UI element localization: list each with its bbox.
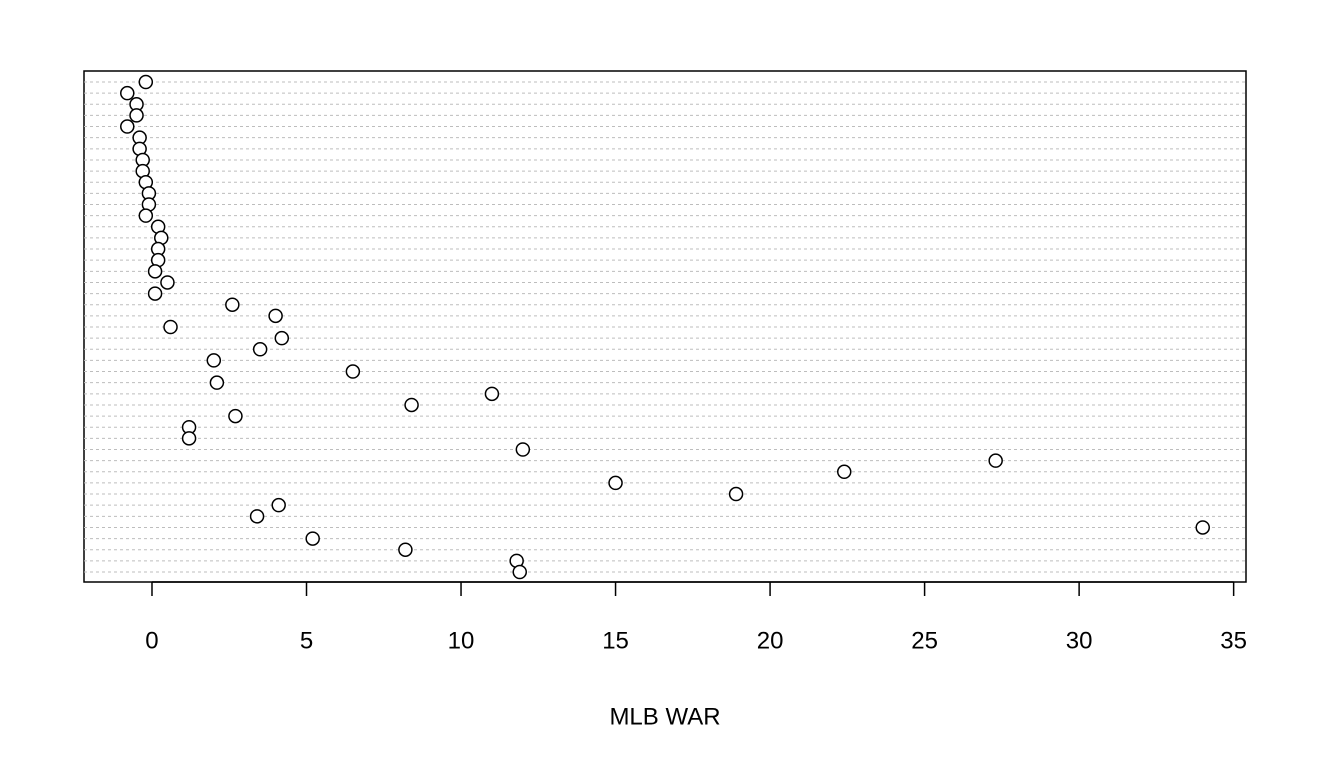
x-tick-label: 25 [911, 627, 938, 654]
point [345, 364, 361, 379]
point [225, 297, 240, 312]
x-tick-label: 0 [145, 627, 158, 654]
x-tick-label: 35 [1220, 627, 1247, 654]
point [515, 442, 531, 457]
point [398, 542, 413, 557]
point [271, 497, 286, 513]
point [138, 208, 154, 223]
point [608, 475, 623, 491]
point [512, 564, 527, 580]
point [206, 353, 222, 368]
point [305, 531, 320, 546]
point [484, 386, 500, 402]
point [274, 330, 290, 346]
point [160, 275, 175, 290]
point [129, 108, 144, 123]
point [988, 453, 1003, 468]
point [228, 408, 243, 424]
point [404, 397, 419, 413]
point [138, 74, 154, 90]
point [252, 342, 268, 357]
point [209, 375, 225, 390]
point [120, 85, 135, 101]
point [268, 308, 283, 324]
point [249, 509, 265, 524]
x-tick-label: 15 [602, 627, 629, 654]
point [147, 264, 163, 279]
point [728, 486, 744, 502]
x-tick-label: 10 [448, 627, 475, 654]
point [1195, 520, 1210, 535]
x-tick-label: 30 [1066, 627, 1093, 654]
point [181, 431, 197, 446]
x-tick-label: 5 [300, 627, 313, 654]
point [836, 464, 852, 480]
point [120, 119, 135, 134]
x-axis-label: MLB WAR [609, 703, 720, 730]
point [163, 319, 178, 335]
point [147, 286, 163, 301]
x-tick-label: 20 [757, 627, 784, 654]
